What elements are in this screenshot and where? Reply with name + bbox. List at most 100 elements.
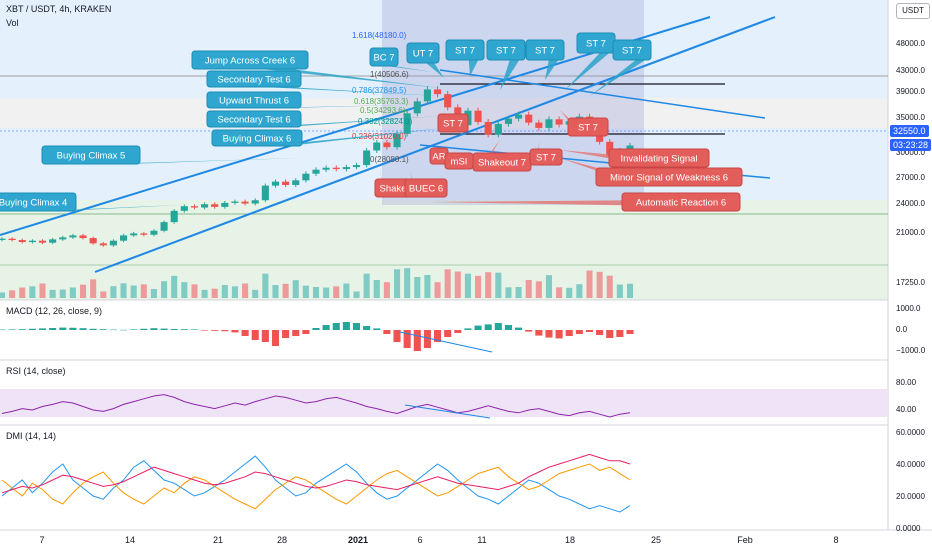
red-callout-label[interactable]: AR	[432, 152, 445, 163]
callout-pointer	[426, 63, 444, 78]
teal-callout-label[interactable]: Buying Climax 5	[57, 151, 126, 162]
time-axis-ticks: 7 14 21 28 2021 6 11 18 25 Feb 8	[39, 535, 838, 545]
macd-bar	[444, 330, 452, 337]
volume-bar	[343, 283, 350, 298]
price-tick: 35000.0	[896, 113, 925, 122]
teal-callout-label[interactable]: ST 7	[586, 39, 606, 50]
red-callout-label[interactable]: ST 7	[443, 119, 463, 130]
volume-bar	[566, 287, 573, 298]
teal-callout-label[interactable]: Upward Thrust 6	[219, 96, 289, 107]
teal-callout-label[interactable]: BC 7	[373, 53, 394, 64]
volume-bar	[171, 275, 178, 298]
macd-bar	[565, 330, 573, 336]
macd-bar	[464, 328, 472, 330]
teal-callout-label[interactable]: Buying Climax 4	[0, 198, 67, 209]
red-callout-label[interactable]: mSI	[451, 157, 468, 168]
red-callout-label[interactable]: Shake	[380, 184, 407, 195]
volume-bar	[404, 268, 411, 298]
teal-callout-box[interactable]	[206, 70, 302, 88]
red-callout-label[interactable]: Minor Signal of Weakness 6	[610, 173, 728, 184]
teal-callout-box[interactable]	[445, 39, 485, 61]
teal-callout-box[interactable]	[525, 39, 565, 61]
time-tick: 14	[125, 535, 135, 545]
candle-body	[120, 235, 128, 241]
macd-bar	[99, 329, 107, 330]
volume-bar	[59, 289, 66, 298]
candle-body	[403, 113, 411, 134]
red-callouts[interactable]: ST 7 AR mSI Shakeout 7 ST 7 ST 7 Shake BUEC 6 In…	[374, 113, 743, 212]
teal-callout-label[interactable]: Buying Climax 6	[223, 134, 292, 145]
fib-label: 1(40506.6)	[370, 70, 409, 79]
teal-callout-label[interactable]: Secondary Test 6	[217, 115, 290, 126]
red-callout-label[interactable]: BUEC 6	[409, 184, 443, 195]
macd-bar	[393, 330, 401, 342]
rsi-line	[1, 394, 631, 418]
macd-bar	[190, 329, 198, 330]
volume-bar	[191, 284, 198, 298]
red-callout-label[interactable]: Invalidating Signal	[620, 154, 697, 165]
candle-body	[150, 230, 158, 235]
macd-bar	[38, 328, 47, 330]
teal-callout-label[interactable]: ST 7	[455, 46, 475, 57]
teal-callout-label[interactable]: Jump Across Creek 6	[205, 56, 295, 67]
candle-body	[8, 238, 16, 241]
macd-bar	[413, 330, 421, 351]
callout-pointer	[266, 128, 445, 146]
volume-bar	[626, 283, 634, 298]
callout-connectors	[41, 53, 646, 211]
red-callout-box[interactable]	[595, 167, 743, 187]
indicator-tick: −1000.0	[896, 346, 926, 355]
macd-bar	[261, 330, 269, 342]
teal-callout-label[interactable]: ST 7	[535, 46, 555, 57]
candle-body	[282, 181, 290, 185]
candle-body	[271, 181, 280, 186]
teal-callout-box[interactable]	[211, 129, 303, 147]
teal-callout-label[interactable]: ST 7	[622, 46, 642, 57]
red-callout-box[interactable]	[529, 148, 563, 166]
teal-callout-box[interactable]	[612, 39, 652, 61]
volume-bar	[363, 273, 370, 298]
candle-body	[322, 167, 330, 170]
candle-body	[49, 239, 57, 243]
time-tick: 25	[651, 535, 661, 545]
volume-bar	[464, 273, 471, 298]
teal-callout-label[interactable]: ST 7	[496, 46, 516, 57]
teal-callout-label[interactable]: UT 7	[413, 49, 433, 60]
macd-bar	[525, 330, 533, 332]
teal-callout-box[interactable]	[191, 50, 309, 70]
trend-line	[439, 69, 766, 119]
bg-band-top	[0, 0, 888, 98]
teal-callout-box[interactable]	[0, 192, 77, 212]
volume-bar	[221, 285, 228, 298]
red-callout-label[interactable]: Automatic Reaction 6	[636, 198, 726, 209]
candle-body	[201, 204, 209, 208]
candle-body	[383, 142, 391, 148]
teal-callout-box[interactable]	[406, 42, 440, 64]
rsi-title: RSI (14, close)	[6, 366, 66, 376]
red-callout-label[interactable]: ST 7	[578, 123, 598, 134]
macd-bar	[434, 330, 442, 342]
teal-callout-box[interactable]	[41, 145, 141, 165]
teal-callout-box[interactable]	[486, 39, 526, 61]
red-callout-label[interactable]: ST 7	[536, 153, 556, 164]
teal-callouts[interactable]: Jump Across Creek 6 Secondary Test 6 Upwar…	[0, 32, 652, 212]
candle-body	[434, 89, 442, 95]
red-callout-box[interactable]	[404, 178, 448, 198]
quote-currency-badge[interactable]: USDT	[896, 3, 930, 19]
teal-callout-box[interactable]	[369, 47, 399, 67]
symbol-title: XBT / USDT, 4h, KRAKEN	[6, 4, 112, 14]
teal-callout-box[interactable]	[206, 110, 302, 128]
price-tick: 39000.0	[896, 87, 925, 96]
teal-callout-box[interactable]	[206, 91, 302, 109]
red-callout-box[interactable]	[621, 192, 741, 212]
volume-bar	[373, 280, 380, 298]
red-callout-box[interactable]	[567, 117, 609, 137]
teal-callout-label[interactable]: Secondary Test 6	[217, 75, 290, 86]
macd-bar	[292, 330, 300, 336]
red-callout-box[interactable]	[608, 148, 710, 168]
red-callout-label[interactable]: Shakeout 7	[478, 158, 526, 169]
macd-bar	[616, 330, 624, 337]
red-callout-box[interactable]	[437, 113, 469, 133]
volume-bar	[383, 282, 390, 298]
